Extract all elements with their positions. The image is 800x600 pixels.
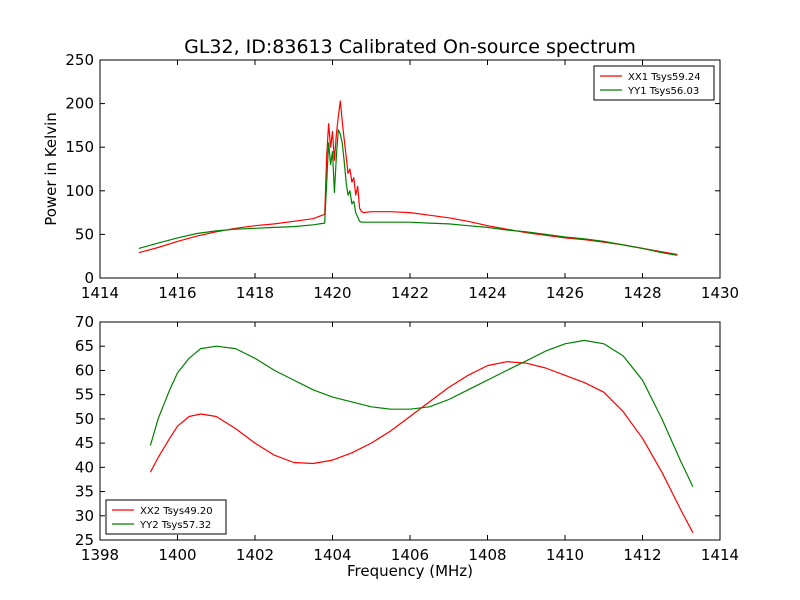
bottom-y-tick-label: 35 bbox=[75, 483, 94, 501]
top-x-tick-label: 1414 bbox=[81, 284, 119, 302]
bottom-legend: XX2 Tsys49.20 YY2 Tsys57.32 bbox=[105, 499, 227, 535]
top-x-tick-label: 1430 bbox=[701, 284, 739, 302]
bottom-y-tick-label: 60 bbox=[75, 361, 94, 379]
bottom-y-tick-label: 45 bbox=[75, 434, 94, 452]
bottom-y-tick-label: 65 bbox=[75, 337, 94, 355]
bottom-series-line-1 bbox=[149, 361, 694, 533]
bottom-legend-label-2: YY2 Tsys57.32 bbox=[139, 520, 211, 531]
top-x-tick-label: 1422 bbox=[391, 284, 429, 302]
bottom-x-tick-label: 1408 bbox=[468, 546, 506, 564]
bottom-x-tick-label: 1406 bbox=[391, 546, 429, 564]
top-x-tick-label: 1424 bbox=[468, 284, 506, 302]
bottom-y-tick-label: 30 bbox=[75, 507, 94, 525]
bottom-x-tick-label: 1402 bbox=[236, 546, 274, 564]
bottom-x-tick-label: 1400 bbox=[158, 546, 196, 564]
top-chart: 1414 1416 1418 1420 1422 1424 1426 1428 1430 0 50 1… bbox=[65, 51, 739, 302]
top-series-line-2 bbox=[138, 129, 678, 256]
top-y-tick-label: 250 bbox=[65, 51, 94, 69]
top-legend-box bbox=[593, 65, 715, 101]
bottom-x-tick-label: 1410 bbox=[546, 546, 584, 564]
top-x-tick-label: 1418 bbox=[236, 284, 274, 302]
bottom-x-axis-label: Frequency (MHz) bbox=[347, 562, 473, 580]
bottom-y-tick-label: 25 bbox=[75, 531, 94, 549]
bottom-y-tick-label: 40 bbox=[75, 458, 94, 476]
chart-title: GL32, ID:83613 Calibrated On-source spec… bbox=[184, 36, 636, 58]
top-series-line-1 bbox=[138, 100, 678, 256]
bottom-legend-box bbox=[105, 499, 227, 535]
bottom-legend-label-1: XX2 Tsys49.20 bbox=[140, 506, 213, 517]
top-x-tick-label: 1420 bbox=[313, 284, 351, 302]
top-legend: XX1 Tsys59.24 YY1 Tsys56.03 bbox=[593, 65, 715, 101]
bottom-x-tick-label: 1414 bbox=[701, 546, 739, 564]
bottom-y-tick-label: 50 bbox=[75, 410, 94, 428]
top-y-tick-label: 100 bbox=[65, 182, 94, 200]
top-legend-label-2: YY1 Tsys56.03 bbox=[627, 86, 699, 97]
bottom-x-tick-label: 1398 bbox=[81, 546, 119, 564]
top-x-tick-label: 1428 bbox=[623, 284, 661, 302]
bottom-y-tick-label: 55 bbox=[75, 386, 94, 404]
top-y-tick-label: 150 bbox=[65, 138, 94, 156]
top-y-tick-label: 0 bbox=[84, 269, 94, 287]
bottom-series-line-2 bbox=[149, 339, 694, 487]
top-x-tick-label: 1426 bbox=[546, 284, 584, 302]
top-x-tick-label: 1416 bbox=[158, 284, 196, 302]
bottom-chart: 1398 1400 1402 1404 1406 1408 1410 1412 1414 25 30… bbox=[75, 313, 739, 564]
top-legend-label-1: XX1 Tsys59.24 bbox=[628, 72, 701, 83]
bottom-y-tick-label: 70 bbox=[75, 313, 94, 331]
top-y-tick-label: 200 bbox=[65, 95, 94, 113]
bottom-x-tick-label: 1404 bbox=[313, 546, 351, 564]
top-y-tick-label: 50 bbox=[75, 225, 94, 243]
top-y-axis-label: Power in Kelvin bbox=[42, 112, 60, 226]
bottom-x-tick-label: 1412 bbox=[623, 546, 661, 564]
